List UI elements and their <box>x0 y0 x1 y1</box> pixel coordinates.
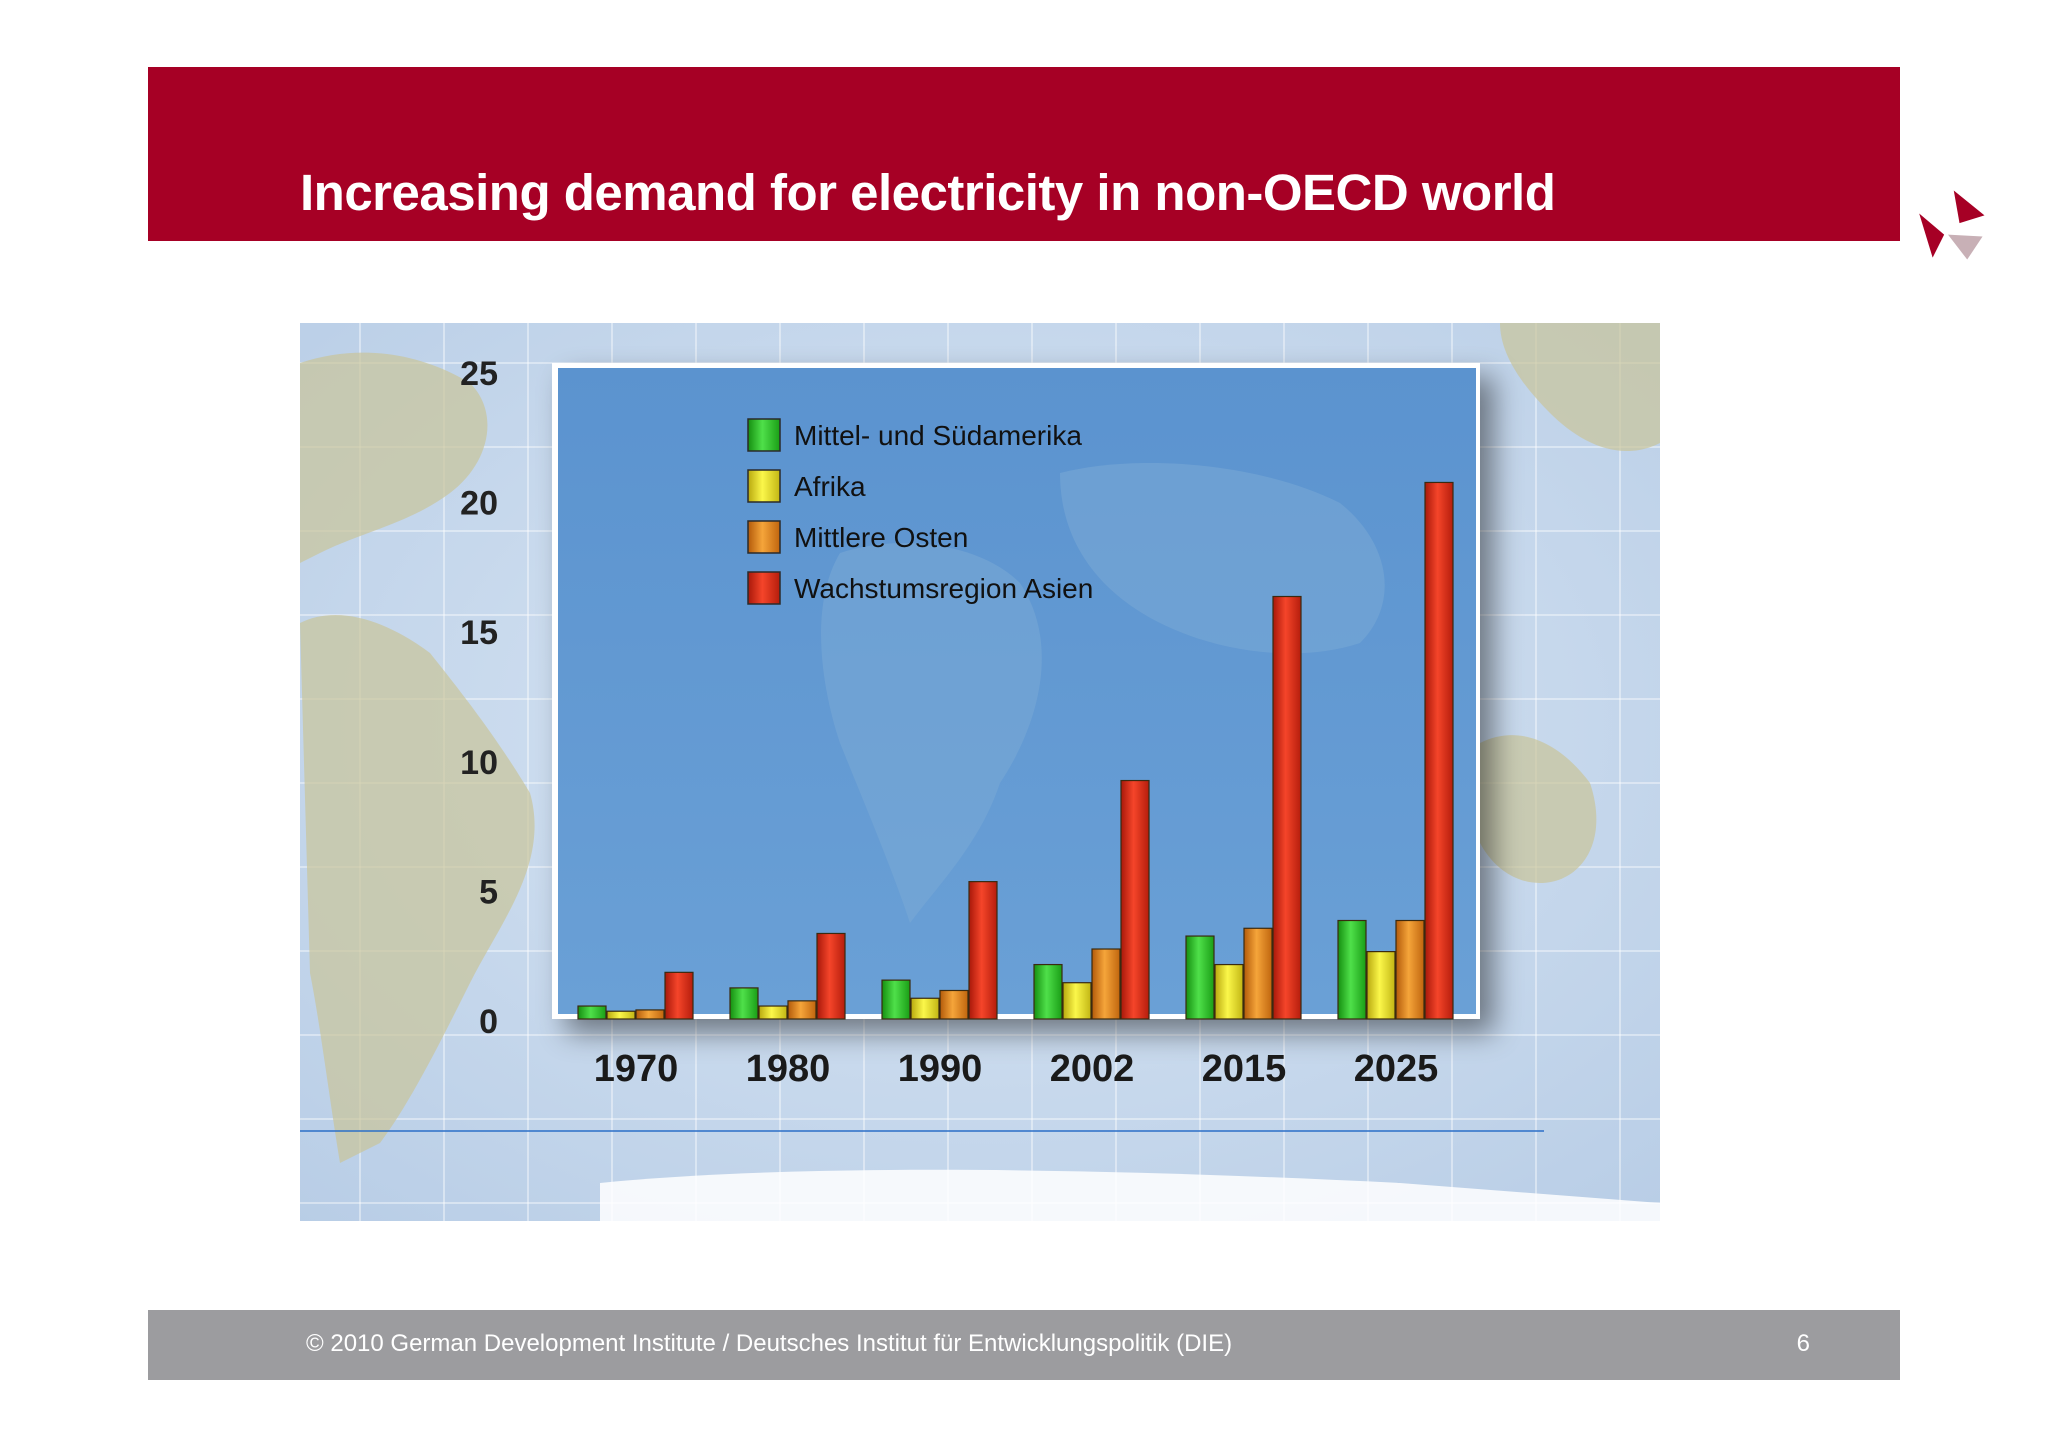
legend-swatch <box>747 571 781 605</box>
bar-1990-series-2 <box>939 989 969 1020</box>
slide-title: Increasing demand for electricity in non… <box>300 164 1556 221</box>
footer-copyright: © 2010 German Development Institute / De… <box>306 1330 1233 1357</box>
x-tick-label: 1970 <box>594 1048 679 1090</box>
x-tick-label: 2015 <box>1202 1048 1287 1090</box>
legend-swatch <box>747 418 781 452</box>
bar-1970-series-2 <box>635 1009 665 1020</box>
bar-1970-series-3 <box>664 971 694 1020</box>
y-tick-label: 15 <box>460 614 498 652</box>
y-tick-label: 10 <box>460 744 498 782</box>
bar-2002-series-3 <box>1120 779 1150 1020</box>
plot-continent-overlay <box>821 463 1385 923</box>
x-tick-label: 1990 <box>898 1048 983 1090</box>
chart-figure: 0 5 10 15 20 25 1970 1980 1990 2002 2015 2025 Mitt… <box>300 323 1660 1221</box>
page-number: 6 <box>1796 1330 1810 1357</box>
chart-legend: Mittel- und Südamerika Afrika Mittlere Ost… <box>747 418 1093 605</box>
legend-swatch <box>747 469 781 503</box>
bar-2015-series-0 <box>1185 935 1215 1020</box>
bar-1980-series-2 <box>787 1000 817 1020</box>
y-tick-label: 5 <box>479 873 498 911</box>
legend-label: Mittlere Osten <box>794 522 968 553</box>
bar-1990-series-0 <box>881 979 911 1020</box>
x-tick-label: 2002 <box>1050 1048 1135 1090</box>
legend-label: Wachstumsregion Asien <box>794 573 1093 604</box>
bar-1970-series-0 <box>577 1005 607 1020</box>
x-tick-label: 1980 <box>746 1048 831 1090</box>
bar-1990-series-1 <box>910 997 940 1020</box>
die-logo-icon <box>1909 186 1987 264</box>
map-landmasses <box>300 323 1660 1221</box>
bar-2025-series-3 <box>1424 481 1454 1020</box>
legend-label: Afrika <box>794 471 866 502</box>
y-tick-label: 20 <box>460 485 498 523</box>
bar-2025-series-1 <box>1366 951 1396 1020</box>
title-banner: Increasing demand for electricity in non… <box>148 67 1987 264</box>
footer-bar: © 2010 German Development Institute / De… <box>148 1310 1900 1380</box>
y-tick-label: 25 <box>460 355 498 393</box>
bar-2002-series-1 <box>1062 982 1092 1020</box>
bar-2015-series-2 <box>1243 927 1273 1020</box>
bar-2025-series-2 <box>1395 919 1425 1020</box>
bar-2002-series-0 <box>1033 963 1063 1020</box>
bar-series-group <box>577 481 1454 1020</box>
bar-2015-series-3 <box>1272 595 1302 1020</box>
x-tick-label: 2025 <box>1354 1048 1439 1090</box>
legend-swatch <box>747 520 781 554</box>
bar-1980-series-3 <box>816 932 846 1020</box>
bar-1990-series-3 <box>968 881 998 1020</box>
bar-1970-series-1 <box>606 1010 636 1020</box>
bar-2025-series-0 <box>1337 919 1367 1020</box>
bar-2015-series-1 <box>1214 963 1244 1020</box>
bar-1980-series-0 <box>729 987 759 1020</box>
x-axis: 1970 1980 1990 2002 2015 2025 <box>594 1048 1439 1090</box>
y-tick-label: 0 <box>479 1003 498 1041</box>
legend-label: Mittel- und Südamerika <box>794 420 1082 451</box>
bar-1980-series-1 <box>758 1005 788 1020</box>
bar-2002-series-2 <box>1091 948 1121 1020</box>
y-axis: 0 5 10 15 20 25 <box>460 355 498 1041</box>
